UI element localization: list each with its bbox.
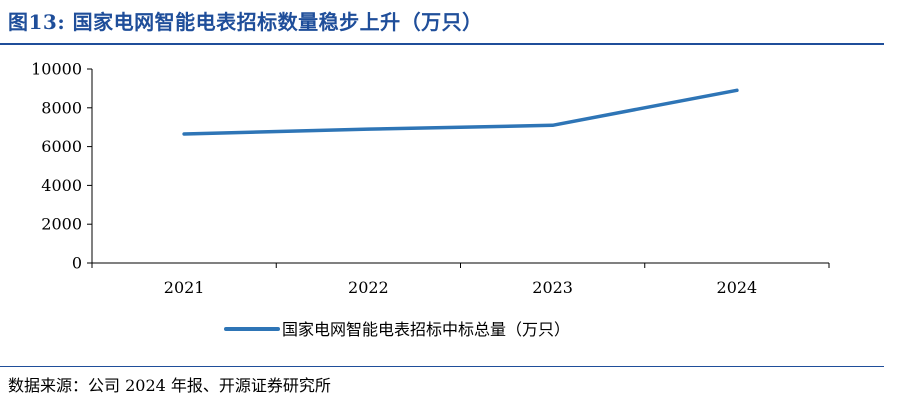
x-tick-label: 2024 [717, 278, 758, 297]
y-tick-label: 4000 [41, 176, 82, 195]
series-layer [182, 88, 739, 136]
x-tick-label: 2021 [164, 278, 205, 297]
y-tick-label: 8000 [41, 98, 82, 117]
y-tick-label: 0 [72, 254, 82, 273]
series-line [182, 88, 739, 136]
figure-title: 图13: 国家电网智能电表招标数量稳步上升（万只） [8, 10, 483, 34]
title-divider [0, 43, 884, 45]
y-tick-label: 2000 [41, 215, 82, 234]
y-axis: 0 2000 4000 6000 8000 10000 [31, 60, 93, 273]
legend-label: 国家电网智能电表招标中标总量（万只） [282, 320, 570, 339]
x-tick-label: 2022 [348, 278, 389, 297]
y-tick-label: 10000 [31, 60, 82, 79]
data-point [366, 127, 370, 131]
y-tick-label: 6000 [41, 137, 82, 156]
data-point [735, 88, 739, 92]
data-point [551, 123, 555, 127]
x-tick-label: 2023 [532, 278, 573, 297]
data-point [182, 132, 186, 136]
legend: 国家电网智能电表招标中标总量（万只） [224, 320, 570, 339]
x-axis: 2021 2022 2023 2024 [91, 262, 830, 297]
source-note: 数据来源：公司 2024 年报、开源证券研究所 [8, 376, 331, 395]
source-divider [0, 366, 884, 367]
